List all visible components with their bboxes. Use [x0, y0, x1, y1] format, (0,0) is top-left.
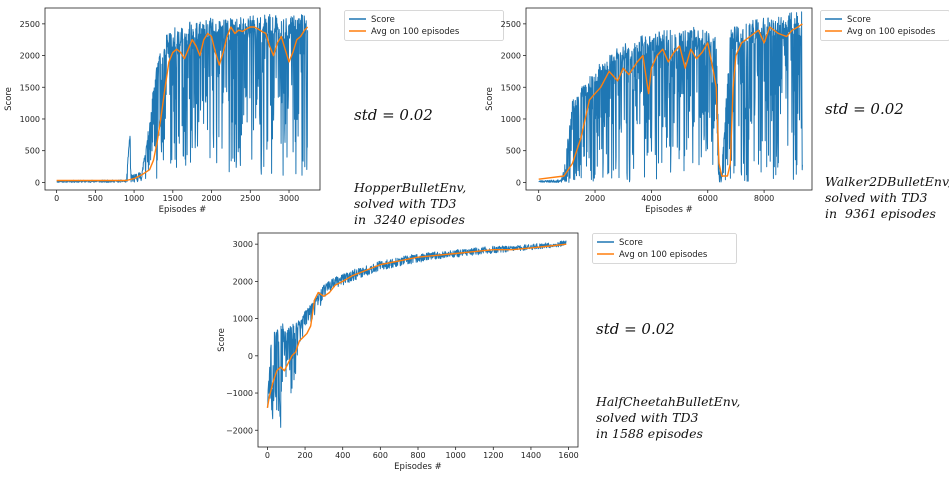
x-tick-label: 2000 [585, 194, 605, 203]
legend-box [820, 10, 949, 41]
y-tick-label: 3000 [233, 240, 253, 249]
hopper-std-label: std = 0.02 [354, 106, 433, 124]
x-tick-label: 0 [54, 194, 59, 203]
score-series-line [56, 14, 309, 183]
x-tick-label: 0 [536, 194, 541, 203]
x-tick-label: 8000 [754, 194, 774, 203]
x-tick-label: 0 [265, 451, 270, 460]
y-tick-label: −1000 [226, 389, 253, 398]
y-tick-label: 2500 [501, 20, 521, 29]
halfcheetah-std-label: std = 0.02 [596, 320, 675, 338]
halfcheetah-legend: Score Avg on 100 episodes [592, 233, 737, 264]
y-tick-label: −2000 [226, 426, 253, 435]
plot-area [538, 11, 803, 183]
walker-std-label: std = 0.02 [825, 100, 904, 118]
walker-legend: Score Avg on 100 episodes [820, 10, 949, 41]
avg-series-line [538, 23, 803, 180]
legend-box [344, 10, 504, 41]
x-tick-label: 600 [373, 451, 388, 460]
x-tick-label: 1000 [445, 451, 465, 460]
y-tick-label: 2000 [20, 52, 40, 61]
hopper-legend: Score Avg on 100 episodes [344, 10, 504, 41]
x-tick-label: 1200 [483, 451, 503, 460]
score-series-line [266, 240, 567, 428]
hopper-description: HopperBulletEnv, solved with TD3 in 3240… [354, 180, 467, 227]
y-tick-label: 1000 [20, 115, 40, 124]
x-tick-label: 200 [297, 451, 312, 460]
y-tick-label: 0 [516, 178, 521, 187]
x-tick-label: 1500 [163, 194, 183, 203]
y-tick-label: 1500 [20, 83, 40, 92]
y-tick-label: 500 [25, 147, 40, 156]
y-tick-label: 500 [506, 147, 521, 156]
x-tick-label: 1000 [124, 194, 144, 203]
x-tick-label: 6000 [698, 194, 718, 203]
x-axis-label: Episodes # [645, 205, 693, 215]
x-tick-label: 2500 [240, 194, 260, 203]
halfcheetah-chart: 0 200 400 600 800 1000 1200 1400 1600 −2000 −1000 0… [217, 232, 579, 472]
x-tick-label: 1400 [521, 451, 541, 460]
y-axis-label: Score [485, 87, 495, 111]
x-tick-label: 3000 [279, 194, 299, 203]
plot-area [266, 240, 567, 428]
x-axis-label: Episodes # [159, 205, 207, 215]
hopper-note: std = 0.02 HopperBulletEnv, solved with … [354, 68, 466, 247]
x-tick-label: 4000 [641, 194, 661, 203]
legend-entry-label: Score [847, 15, 871, 25]
avg-series-line [56, 26, 309, 182]
walker-chart: 0 2000 4000 6000 8000 0 500 1000 1500 2000 2500 Epi… [485, 7, 813, 215]
x-tick-label: 1600 [558, 451, 578, 460]
x-tick-label: 800 [410, 451, 425, 460]
y-tick-label: 1000 [501, 115, 521, 124]
axes-frame [44, 7, 321, 191]
axes-frame [525, 7, 813, 191]
axes-frame [257, 232, 579, 448]
y-tick-label: 2500 [20, 20, 40, 29]
legend-entry-label: Score [619, 238, 643, 248]
y-tick-label: 0 [248, 352, 253, 361]
x-tick-label: 500 [88, 194, 103, 203]
y-tick-label: 2000 [501, 52, 521, 61]
y-tick-label: 2000 [233, 277, 253, 286]
x-axis-label: Episodes # [394, 462, 442, 472]
y-axis-label: Score [217, 328, 227, 352]
x-tick-label: 400 [335, 451, 350, 460]
hopper-chart: 0 500 1000 1500 2000 2500 3000 0 500 1000 1500 2000… [4, 7, 321, 215]
y-tick-label: 1500 [501, 83, 521, 92]
x-tick-label: 2000 [201, 194, 221, 203]
legend-entry-label: Avg on 100 episodes [371, 27, 460, 37]
y-tick-label: 1000 [233, 315, 253, 324]
halfcheetah-note: std = 0.02 HalfCheetahBulletEnv, solved … [596, 282, 740, 461]
walker-note: std = 0.02 Walker2DBulletEnv, solved wit… [825, 62, 949, 241]
legend-entry-label: Score [371, 15, 395, 25]
legend-box [592, 233, 737, 264]
y-axis-label: Score [4, 87, 14, 111]
y-tick-label: 0 [35, 178, 40, 187]
legend-entry-label: Avg on 100 episodes [847, 27, 936, 37]
score-series-line [538, 11, 803, 183]
walker-description: Walker2DBulletEnv, solved with TD3 in 93… [825, 174, 949, 221]
legend-entry-label: Avg on 100 episodes [619, 250, 708, 260]
plot-area [56, 14, 309, 183]
avg-series-line [266, 243, 567, 409]
halfcheetah-description: HalfCheetahBulletEnv, solved with TD3 in… [596, 394, 741, 441]
